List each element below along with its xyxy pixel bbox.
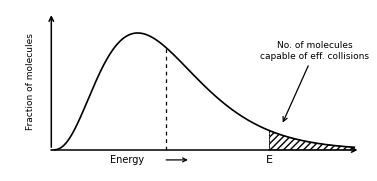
Text: Fraction of molecules: Fraction of molecules bbox=[26, 33, 35, 130]
Text: E: E bbox=[266, 155, 273, 165]
Text: No. of molecules
capable of eff. collisions: No. of molecules capable of eff. collisi… bbox=[261, 41, 369, 121]
Text: Energy: Energy bbox=[110, 155, 144, 165]
